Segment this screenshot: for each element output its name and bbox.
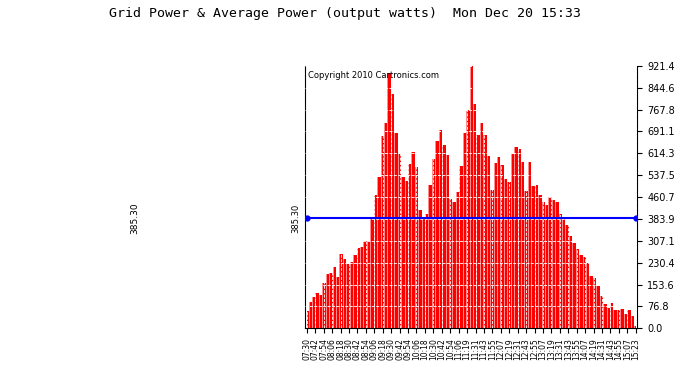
Text: 385.30: 385.30 bbox=[130, 202, 139, 234]
Text: 385.30: 385.30 bbox=[291, 204, 300, 233]
Text: Copyright 2010 Cartronics.com: Copyright 2010 Cartronics.com bbox=[308, 71, 440, 80]
Text: Grid Power & Average Power (output watts)  Mon Dec 20 15:33: Grid Power & Average Power (output watts… bbox=[109, 8, 581, 21]
